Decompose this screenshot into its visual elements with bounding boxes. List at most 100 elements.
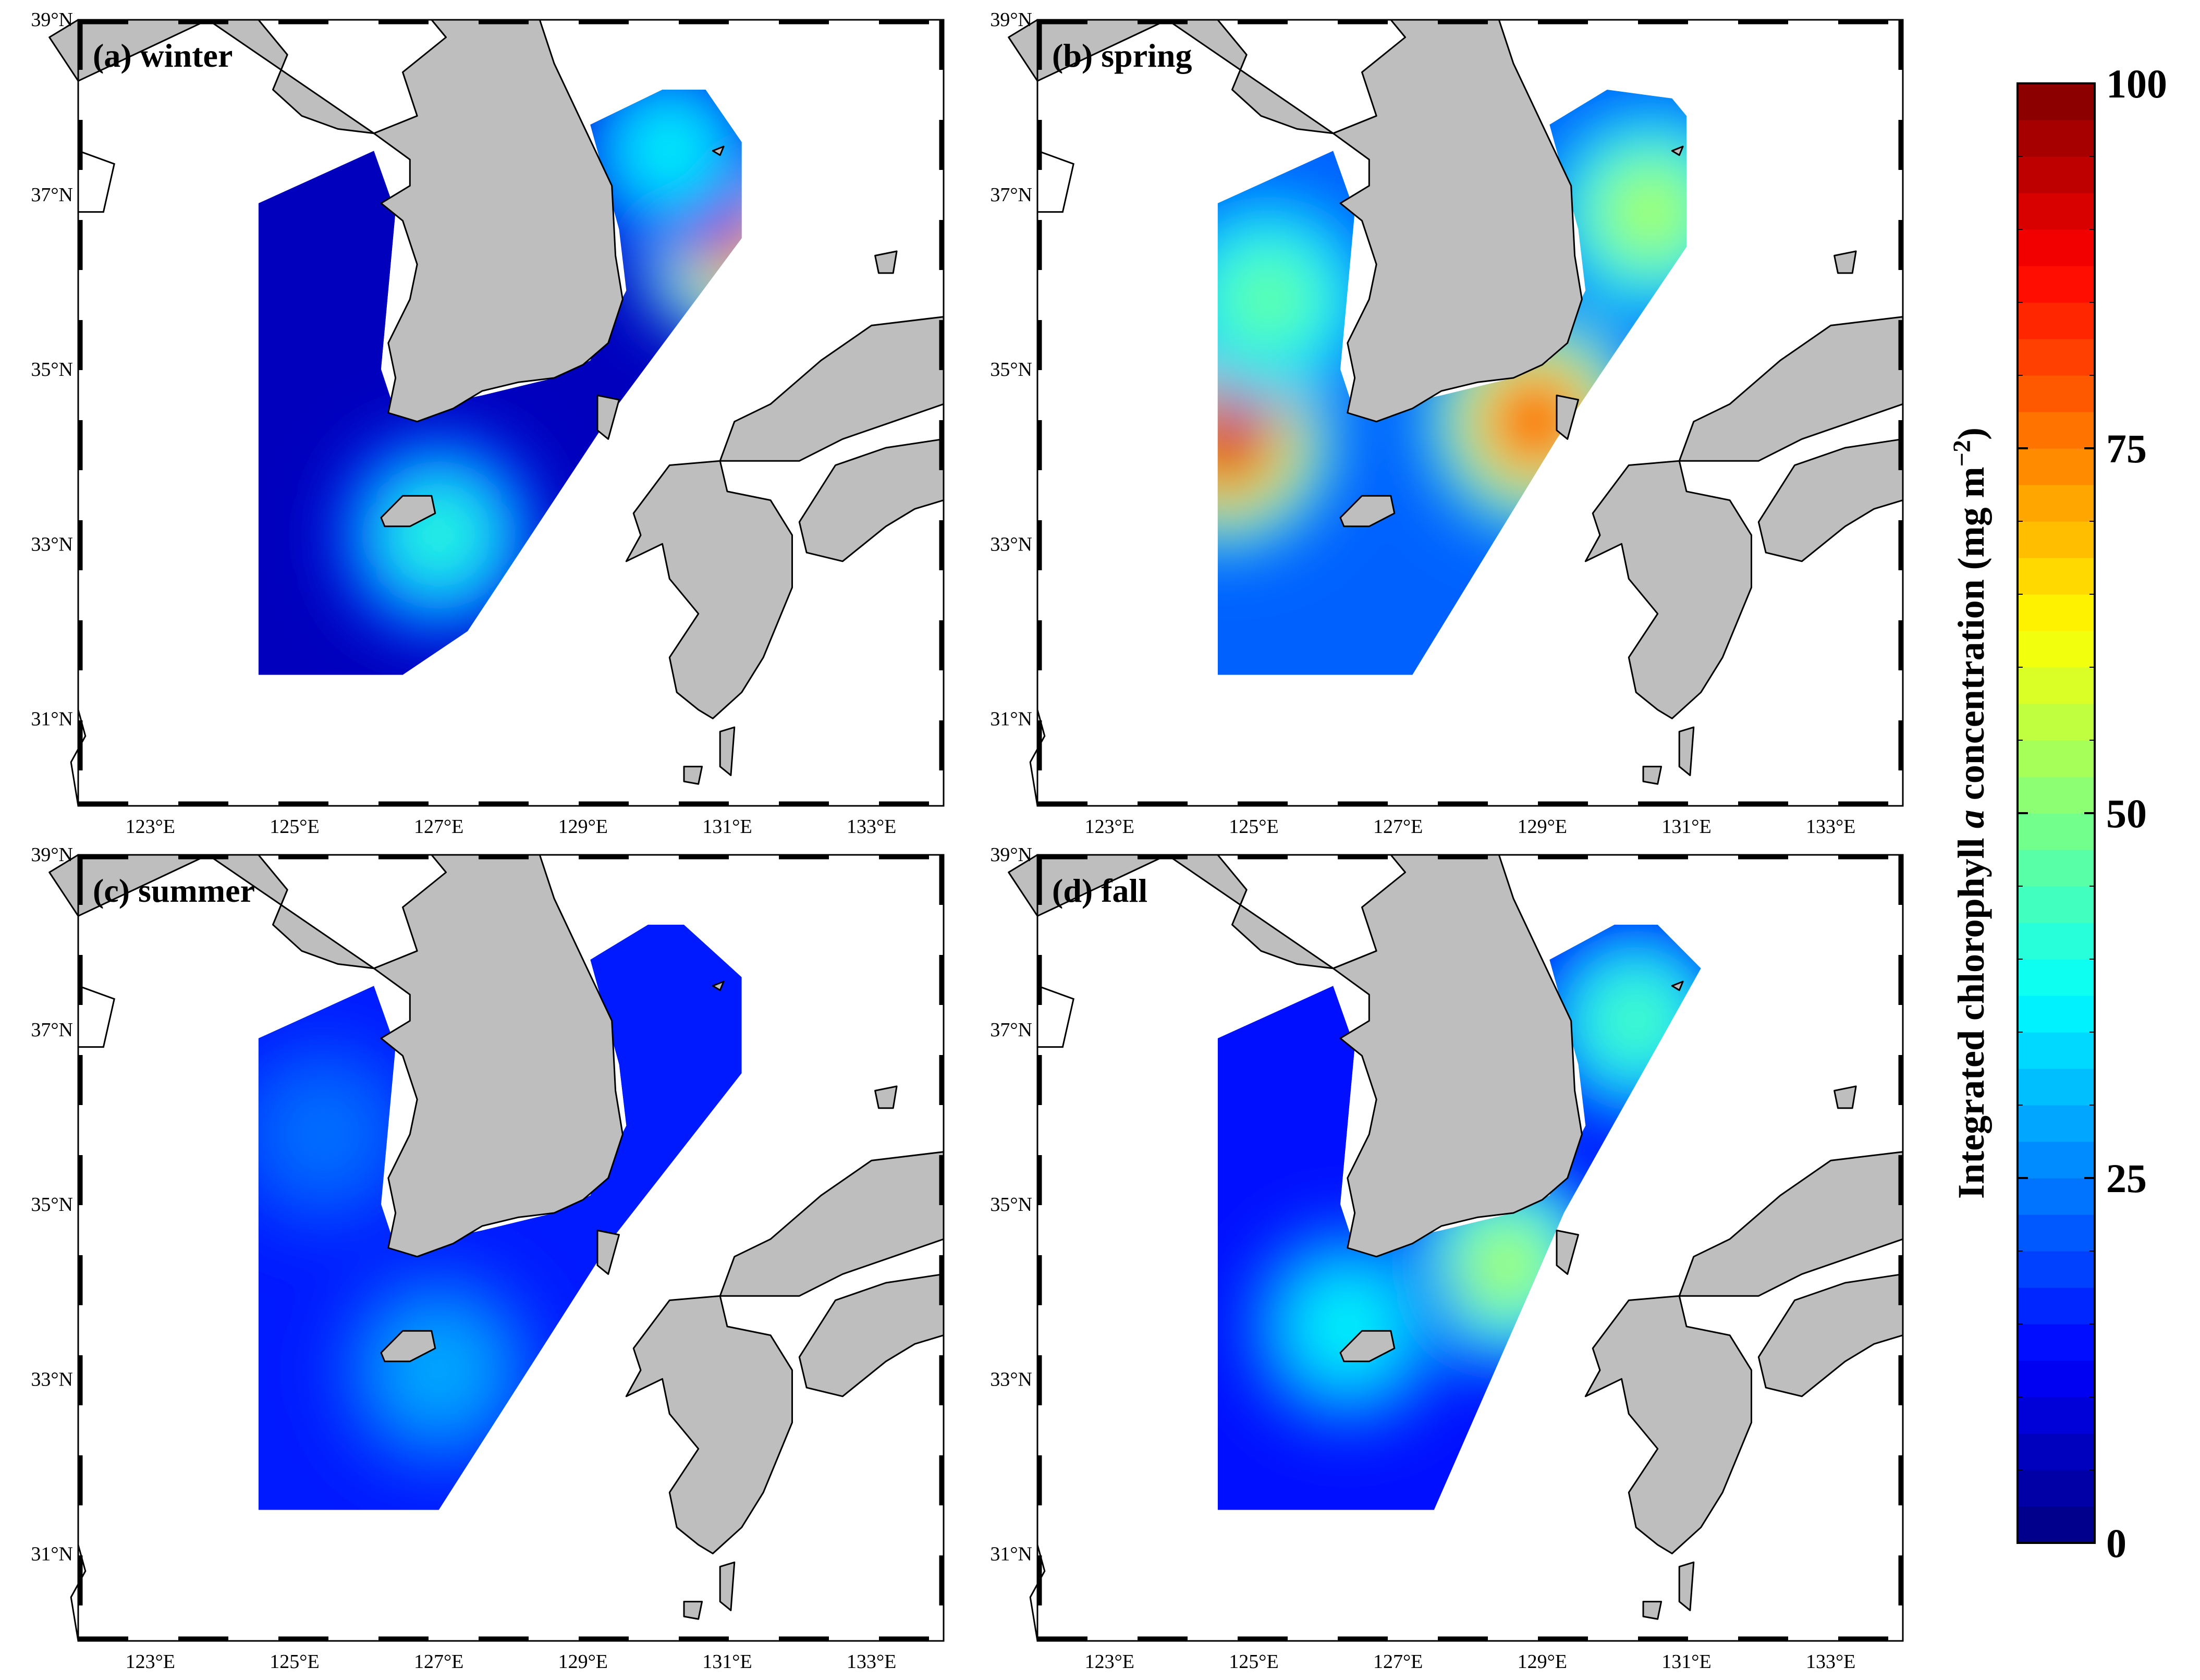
- hotspot-yellow-sea-central: [1229, 261, 1307, 338]
- map-panels: 123°E 125°E 127°E 129°E 131°E 133°E 39°N 37°N 35…: [31, 9, 1904, 1673]
- lon-tick-label: 125°E: [1229, 1651, 1278, 1673]
- colorbar-step: [2018, 1287, 2095, 1325]
- land-2: [1339, 1330, 1396, 1363]
- hotspot-west-yellow-sea: [1217, 400, 1264, 478]
- land-6: [798, 1273, 945, 1397]
- land-3: [1556, 395, 1579, 440]
- land-masses: [48, 854, 945, 1641]
- land-0: [48, 854, 375, 970]
- land-1: [1332, 19, 1583, 423]
- colorbar-step: [2018, 375, 2095, 412]
- land-10: [1834, 250, 1857, 274]
- land-8: [1642, 1601, 1663, 1620]
- lat-tick-label: 31°N: [990, 1543, 1032, 1565]
- colorbar-step: [2018, 1105, 2095, 1142]
- lon-tick-label: 133°E: [1806, 1651, 1855, 1673]
- coast-shandong: [78, 985, 115, 1048]
- colorbar-tick-label: 50: [2106, 791, 2147, 836]
- lat-tick-label: 35°N: [31, 1194, 73, 1216]
- hotspot-east-sea: [1597, 982, 1675, 1060]
- colorbar-step: [2018, 1470, 2095, 1507]
- colorbar-step: [2018, 631, 2095, 668]
- colorbar-step: [2018, 521, 2095, 558]
- colorbar-step: [2018, 193, 2095, 230]
- lat-tick-label: 31°N: [990, 708, 1032, 730]
- colorbar-step: [2018, 667, 2095, 704]
- land-8: [683, 766, 703, 785]
- land-2: [380, 495, 436, 528]
- colorbar-step: [2018, 339, 2095, 376]
- lon-tick-label: 133°E: [847, 816, 896, 838]
- land-4: [1584, 1295, 1752, 1554]
- lon-tick-label: 127°E: [414, 1651, 463, 1673]
- colorbar-tick-label: 0: [2106, 1520, 2126, 1566]
- land-6: [1757, 1273, 1904, 1397]
- land-4: [625, 460, 793, 719]
- land-7: [1678, 1561, 1695, 1611]
- colorbar-step: [2018, 813, 2095, 850]
- colorbar-step: [2018, 120, 2095, 157]
- colorbar-step: [2018, 923, 2095, 960]
- lat-tick-label: 35°N: [990, 1194, 1032, 1216]
- lon-tick-label: 131°E: [1661, 816, 1711, 838]
- lon-tick-label: 133°E: [1806, 816, 1855, 838]
- land-5: [719, 1151, 945, 1297]
- land-0: [48, 19, 375, 134]
- lon-tick-label: 127°E: [1373, 816, 1423, 838]
- land-8: [1642, 766, 1663, 785]
- hotspot-korea-strait: [1468, 1227, 1545, 1304]
- lat-tick-label: 31°N: [31, 1543, 73, 1565]
- lon-tick-label: 129°E: [1518, 816, 1567, 838]
- hotspot-ulleung-basin: [631, 112, 708, 190]
- land-3: [596, 1230, 620, 1275]
- lat-tick-label: 33°N: [990, 533, 1032, 555]
- land-4: [625, 1295, 793, 1554]
- hotspot-korea-strait: [1496, 383, 1574, 460]
- colorbar-gradient: [2018, 83, 2095, 1543]
- colorbar-title: Integrated chlorophyll a concentration (…: [1948, 427, 1992, 1199]
- lat-tick-label: 39°N: [990, 844, 1032, 866]
- colorbar-step: [2018, 886, 2095, 923]
- land-10: [874, 1085, 898, 1109]
- lat-tick-label: 35°N: [990, 359, 1032, 381]
- colorbar-step: [2018, 412, 2095, 449]
- lon-tick-label: 133°E: [847, 1651, 896, 1673]
- lon-tick-label: 131°E: [702, 1651, 752, 1673]
- lat-tick-label: 37°N: [31, 184, 73, 206]
- colorbar-step: [2018, 1360, 2095, 1397]
- lon-tick-label: 127°E: [1373, 1651, 1423, 1673]
- lon-tick-label: 123°E: [1085, 1651, 1134, 1673]
- hotspot-yellow-sea-coast: [285, 1096, 362, 1173]
- land-0: [1008, 19, 1334, 134]
- land-5: [719, 316, 945, 462]
- lat-tick-label: 39°N: [990, 9, 1032, 31]
- land-9: [712, 145, 725, 156]
- colorbar-step: [2018, 558, 2095, 595]
- map-panel-winter: 123°E 125°E 127°E 129°E 131°E 133°E 39°N 37°N 35…: [31, 9, 945, 838]
- coast-shandong: [1037, 150, 1074, 213]
- colorbar-step: [2018, 704, 2095, 741]
- land-5: [1678, 316, 1904, 462]
- land-10: [1834, 1085, 1857, 1109]
- land-7: [719, 1561, 736, 1611]
- colorbar-step: [2018, 485, 2095, 522]
- lat-tick-label: 33°N: [31, 533, 73, 555]
- colorbar-step: [2018, 266, 2095, 303]
- land-7: [719, 726, 736, 776]
- lat-tick-label: 37°N: [31, 1019, 73, 1041]
- lon-tick-label: 129°E: [1518, 1651, 1567, 1673]
- colorbar-step: [2018, 1142, 2095, 1179]
- lat-tick-label: 33°N: [990, 1368, 1032, 1390]
- land-5: [1678, 1151, 1904, 1297]
- land-4: [1584, 460, 1752, 719]
- land-1: [373, 854, 624, 1258]
- colorbar-step: [2018, 1069, 2095, 1106]
- panel-label: (c) summer: [93, 872, 255, 909]
- land-masses: [1008, 19, 1904, 806]
- land-masses: [1008, 854, 1904, 1641]
- land-9: [712, 980, 725, 991]
- chlorophyll-field: [258, 925, 742, 1510]
- colorbar-step: [2018, 777, 2095, 814]
- lat-tick-label: 37°N: [990, 1019, 1032, 1041]
- lon-tick-label: 125°E: [270, 816, 319, 838]
